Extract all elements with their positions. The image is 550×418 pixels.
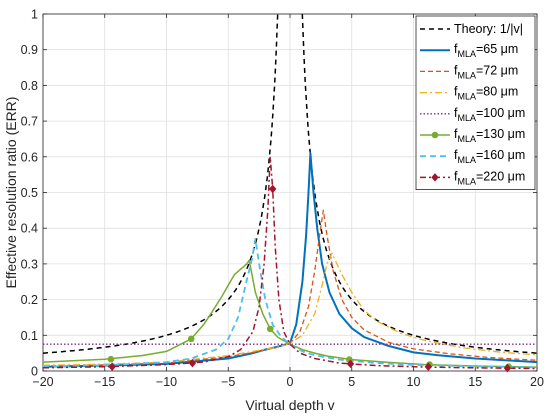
x-tick-label: 5 xyxy=(348,375,355,389)
x-tick-label: −5 xyxy=(221,375,235,389)
series-line-0 xyxy=(43,152,537,368)
series-4-marker xyxy=(187,335,195,343)
legend-label-main: f xyxy=(454,63,458,77)
legend-label-0: fMLA=65 μm xyxy=(454,42,518,59)
y-tick-label: 0 xyxy=(31,365,38,379)
legend-label-rest: =65 μm xyxy=(476,42,518,56)
legend-marker-6 xyxy=(431,173,439,182)
legend-label-subscript: MLA xyxy=(457,49,476,59)
theory-line-neg xyxy=(43,14,279,354)
legend-label-3: fMLA=100 μm xyxy=(454,106,525,123)
legend-label-subscript: MLA xyxy=(457,134,476,144)
series-line-5 xyxy=(43,238,537,369)
y-tick-label: 0.3 xyxy=(21,257,38,271)
y-tick-group: 0 0.1 0.2 0.3 0.4 0.5 0.6 0.7 0.8 0.9 1 xyxy=(21,8,537,379)
series-line-4 xyxy=(43,259,537,368)
legend-label-main: f xyxy=(454,106,458,120)
marker-layer xyxy=(107,184,512,373)
legend-label-rest: =80 μm xyxy=(476,85,518,99)
legend-label-subscript: MLA xyxy=(457,70,476,80)
y-tick-label: 0.6 xyxy=(21,150,38,164)
x-tick-label: −15 xyxy=(94,375,115,389)
x-tick-label: 20 xyxy=(530,375,544,389)
y-tick-label: 0.8 xyxy=(21,79,38,93)
legend-label-4: fMLA=130 μm xyxy=(454,127,525,144)
series-4-marker xyxy=(107,355,115,363)
legend-label-subscript: MLA xyxy=(457,155,476,165)
legend-marker-4 xyxy=(431,131,439,139)
legend-label-main: f xyxy=(454,127,458,141)
y-tick-label: 0.9 xyxy=(21,43,38,57)
legend-label-main: f xyxy=(454,148,458,162)
legend-label-theory: Theory: 1/|v| xyxy=(454,22,523,36)
series-6-marker xyxy=(503,363,512,373)
theory-line-pos xyxy=(301,14,537,354)
series-6-marker xyxy=(346,359,355,369)
legend-label-main: f xyxy=(454,169,458,183)
legend-label-subscript: MLA xyxy=(457,176,476,186)
x-tick-label: −10 xyxy=(156,375,177,389)
y-tick-label: 0.7 xyxy=(21,115,38,129)
y-tick-label: 0.4 xyxy=(21,222,38,236)
x-axis-label: Virtual depth v xyxy=(245,397,334,413)
y-tick-label: 0.1 xyxy=(21,329,38,343)
legend-label-rest: =100 μm xyxy=(476,106,525,120)
x-tick-label: 15 xyxy=(468,375,482,389)
legend-label-main: f xyxy=(454,85,458,99)
series-6-marker xyxy=(188,358,197,368)
series-6-marker xyxy=(108,362,116,371)
x-tick-group: −20 −15 −10 −5 0 5 10 15 20 xyxy=(32,14,544,389)
x-tick-label: −20 xyxy=(32,375,53,389)
y-tick-label: 0.5 xyxy=(21,186,38,200)
x-tick-label: 0 xyxy=(287,375,294,389)
series-6-marker xyxy=(269,184,277,194)
legend-label-rest: =72 μm xyxy=(476,63,518,77)
legend-label-rest: =220 μm xyxy=(476,169,525,183)
series-6-marker xyxy=(424,362,432,371)
legend-label-rest: =160 μm xyxy=(476,148,525,162)
x-tick-label: 10 xyxy=(407,375,421,389)
legend-label-5: fMLA=160 μm xyxy=(454,148,525,165)
legend-label-subscript: MLA xyxy=(457,113,476,123)
y-tick-label: 0.2 xyxy=(21,293,38,307)
legend-label-1: fMLA=72 μm xyxy=(454,63,518,80)
legend-label-main: f xyxy=(454,42,458,56)
series-4-marker xyxy=(266,325,274,333)
y-tick-label: 1 xyxy=(31,8,38,22)
legend-label-subscript: MLA xyxy=(457,92,476,102)
legend-label-6: fMLA=220 μm xyxy=(454,169,525,186)
legend-box xyxy=(415,15,536,191)
legend-label-rest: =130 μm xyxy=(476,127,525,141)
legend-label-2: fMLA=80 μm xyxy=(454,85,518,102)
y-axis-label: Effective resolution ratio (ERR) xyxy=(3,97,19,289)
